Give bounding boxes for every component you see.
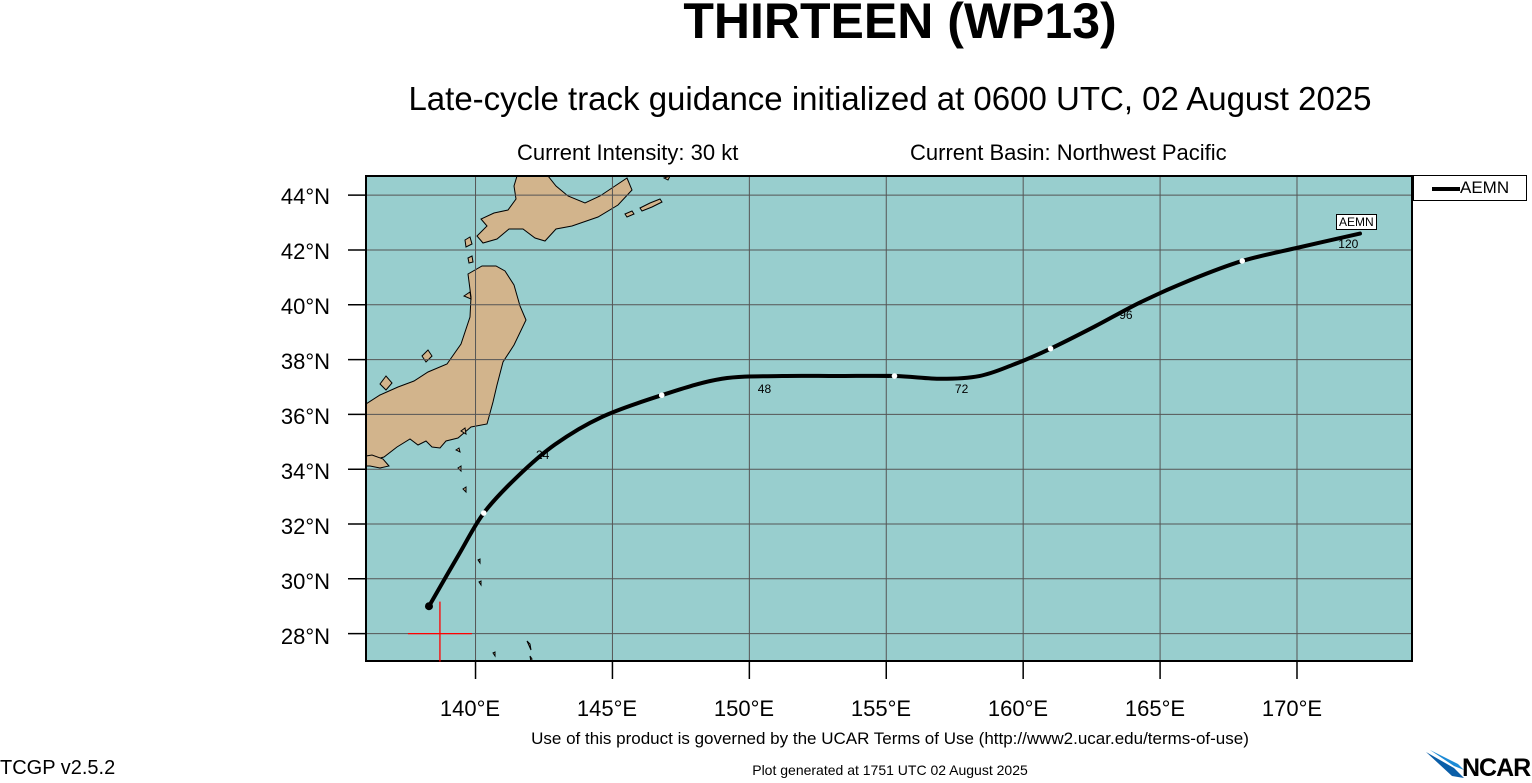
land-hokkaido <box>476 176 633 244</box>
land-kurils <box>624 176 671 218</box>
track-start-dot <box>424 602 433 611</box>
lat-label-36: 36°N <box>280 404 330 429</box>
hour-label-48: 48 <box>757 382 772 397</box>
lon-label-165: 165°E <box>1124 696 1186 721</box>
lon-label-145: 145°E <box>576 696 638 721</box>
track-marker-1 <box>658 392 665 399</box>
lat-label-42: 42°N <box>280 239 330 264</box>
track-marker-0 <box>480 510 487 516</box>
terms-of-use: Use of this product is governed by the U… <box>531 729 1249 748</box>
current-position-marker <box>407 601 472 662</box>
track-end-label: AEMN <box>1336 214 1377 230</box>
lon-label-150: 150°E <box>713 696 775 721</box>
hour-label-72: 72 <box>954 382 969 397</box>
land-honshu <box>366 265 527 464</box>
grid-lines <box>366 176 1412 661</box>
map-border <box>365 175 1413 662</box>
version-label: TCGP v2.5.2 <box>0 757 116 779</box>
ncar-logo: NCAR <box>1424 748 1532 782</box>
hour-label-24: 24 <box>535 448 550 462</box>
lat-label-40: 40°N <box>280 294 330 319</box>
lat-label-38: 38°N <box>280 349 330 374</box>
ncar-logo-text: NCAR <box>1462 754 1531 782</box>
ncar-logo-swoosh <box>1426 750 1464 778</box>
track-marker-3 <box>1047 345 1054 352</box>
lon-label-155: 155°E <box>850 696 912 721</box>
hour-label-96: 96 <box>1119 308 1133 323</box>
axis-ticks <box>348 194 1298 679</box>
page-subtitle: Late-cycle track guidance initialized at… <box>408 80 1372 117</box>
lon-label-160: 160°E <box>987 696 1049 721</box>
lat-label-32: 32°N <box>280 514 330 539</box>
lat-label-28: 28°N <box>280 624 330 649</box>
current-basin: Current Basin: Northwest Pacific <box>910 140 1227 165</box>
lat-label-30: 30°N <box>280 569 330 594</box>
track-marker-4 <box>1239 258 1246 264</box>
current-intensity: Current Intensity: 30 kt <box>517 140 739 165</box>
lat-label-44: 44°N <box>280 184 330 209</box>
legend-line-aemn <box>1432 187 1460 191</box>
track-marker-2 <box>891 373 898 379</box>
generated-time: Plot generated at 1751 UTC 02 August 202… <box>752 762 1028 778</box>
lon-label-170: 170°E <box>1261 696 1323 721</box>
lat-label-34: 34°N <box>280 459 330 484</box>
hour-label-120: 120 <box>1338 237 1359 252</box>
legend: AEMN <box>1413 175 1527 201</box>
land-oki <box>379 375 393 391</box>
land-rishiri <box>462 236 474 300</box>
lon-label-140: 140°E <box>439 696 501 721</box>
page-title: THIRTEEN (WP13) <box>683 0 1117 49</box>
legend-label-aemn: AEMN <box>1460 178 1510 197</box>
ocean-area <box>366 176 1412 661</box>
